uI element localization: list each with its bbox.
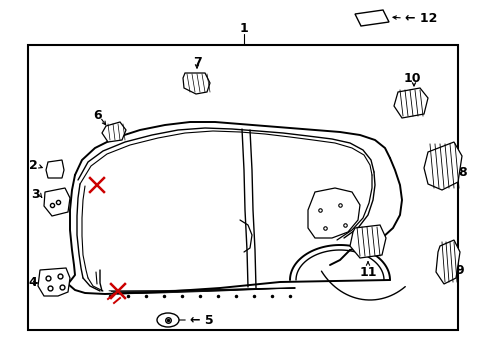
Polygon shape bbox=[307, 188, 359, 238]
Ellipse shape bbox=[157, 313, 179, 327]
Polygon shape bbox=[46, 160, 64, 178]
Polygon shape bbox=[423, 142, 461, 190]
Text: 8: 8 bbox=[457, 166, 466, 179]
Text: 7: 7 bbox=[192, 55, 201, 68]
Polygon shape bbox=[393, 88, 427, 118]
Bar bbox=[28, 45, 457, 330]
Polygon shape bbox=[435, 240, 459, 284]
Text: 3: 3 bbox=[32, 188, 40, 201]
Polygon shape bbox=[38, 268, 70, 296]
Text: 10: 10 bbox=[403, 72, 420, 85]
Polygon shape bbox=[183, 73, 209, 94]
Text: 6: 6 bbox=[94, 108, 102, 122]
Polygon shape bbox=[44, 188, 70, 216]
Text: ← 5: ← 5 bbox=[190, 314, 213, 327]
Text: ← 12: ← 12 bbox=[404, 12, 436, 24]
Text: 4: 4 bbox=[29, 275, 37, 288]
Text: 1: 1 bbox=[239, 22, 248, 35]
Polygon shape bbox=[349, 225, 385, 258]
Text: 11: 11 bbox=[359, 266, 376, 279]
Text: 9: 9 bbox=[454, 264, 463, 276]
Polygon shape bbox=[354, 10, 388, 26]
Polygon shape bbox=[102, 122, 126, 142]
Text: 2: 2 bbox=[29, 158, 37, 171]
